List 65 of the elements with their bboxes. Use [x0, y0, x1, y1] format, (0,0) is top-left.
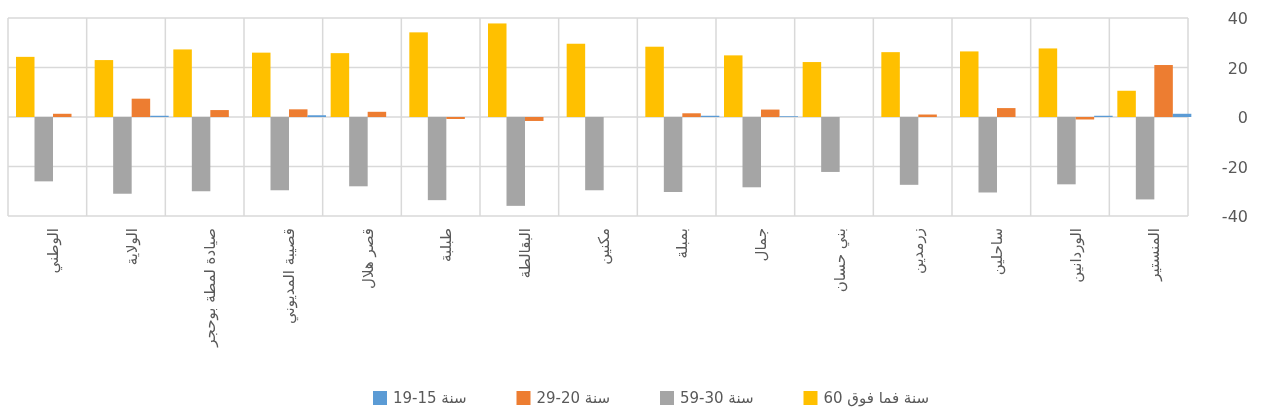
legend-label: 29-20 سنة — [536, 389, 610, 407]
x-tick-label: صيادة لمطة بوحجر — [201, 228, 220, 348]
bar — [191, 117, 211, 192]
x-tick-label: المنستير — [1145, 228, 1164, 282]
bar — [899, 117, 919, 185]
bar — [724, 55, 743, 117]
bar — [663, 117, 683, 192]
legend-label: 19-15 سنة — [393, 389, 467, 407]
bar — [525, 117, 544, 121]
y-tick-label: -40 — [1221, 207, 1248, 226]
bar — [349, 117, 368, 187]
legend-label: 60 سنة فما فوق — [823, 389, 930, 407]
x-tick-label: الوردانين — [1066, 228, 1085, 283]
bar — [94, 60, 114, 117]
y-tick-label: 0 — [1237, 108, 1248, 127]
bar — [210, 110, 229, 117]
bar — [1057, 117, 1076, 185]
bar — [960, 51, 979, 117]
y-tick-label: 20 — [1227, 58, 1248, 78]
bar — [427, 117, 447, 201]
bar — [742, 117, 761, 188]
bar — [330, 53, 350, 117]
legend-label: 59-30 سنة — [680, 389, 754, 407]
x-tick-label: جمال — [751, 228, 770, 262]
bar — [566, 43, 586, 117]
x-tick-label: مكنين — [594, 228, 613, 265]
bar — [367, 111, 387, 117]
y-tick-label: -20 — [1221, 157, 1248, 177]
bar — [997, 108, 1016, 117]
x-tick-label: بني حسان — [830, 228, 850, 293]
x-tick-label: الوطني — [43, 228, 63, 274]
y-tick-label: 40 — [1227, 9, 1248, 28]
bar — [682, 113, 701, 117]
bar — [270, 117, 289, 191]
bar — [409, 32, 428, 117]
x-tick-label: قصيبة المديوني — [279, 228, 299, 324]
x-tick-label: قصر هلال — [358, 228, 377, 289]
bar — [802, 62, 822, 117]
bar — [173, 49, 192, 117]
x-tick-label: طبلبة — [437, 228, 456, 262]
x-tick-label: البقالطة — [515, 228, 534, 279]
bar — [113, 117, 132, 194]
bar — [978, 117, 997, 193]
bar — [645, 46, 664, 117]
bar — [761, 109, 780, 117]
bar — [881, 52, 900, 117]
x-tick-label: الولاية — [122, 228, 141, 266]
bar — [506, 117, 525, 206]
bar — [585, 117, 604, 191]
x-tick-label: ساحلين — [987, 228, 1006, 276]
x-tick-label: بمبلة — [673, 228, 692, 259]
bar — [1135, 117, 1155, 200]
bar — [34, 117, 53, 182]
x-tick-label: زرمدين — [909, 228, 928, 274]
bar — [1117, 90, 1136, 117]
bar — [289, 109, 308, 117]
bar — [1172, 113, 1192, 117]
bar — [488, 23, 507, 117]
bar — [1038, 48, 1058, 117]
bar — [252, 52, 271, 117]
bar — [821, 117, 840, 172]
bar — [53, 113, 72, 117]
bar — [131, 98, 151, 117]
bar — [1154, 65, 1173, 117]
bar — [16, 56, 35, 117]
